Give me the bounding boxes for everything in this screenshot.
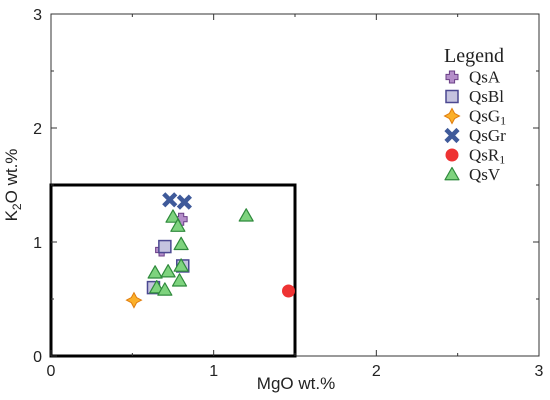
y-tick-labels: 0 1 2 3 [33, 7, 42, 366]
data-point [165, 209, 181, 223]
data-point [158, 239, 172, 254]
x-tick-label: 2 [372, 363, 381, 380]
series-QsG1 [125, 291, 143, 309]
data-point [162, 192, 178, 208]
data-points [125, 192, 295, 309]
x-tick-label: 3 [535, 363, 544, 380]
y-tick-label: 3 [33, 7, 42, 24]
data-point [147, 265, 163, 279]
x-tick-label: 0 [47, 363, 56, 380]
x-tick-label: 1 [209, 363, 218, 380]
axis-ticks [50, 13, 540, 357]
data-point [176, 194, 192, 210]
data-point [281, 284, 295, 298]
legend-label: QsA [469, 68, 501, 87]
legend-item-QsR1: QsR1 [445, 146, 505, 167]
legend-item-QsG1: QsG1 [443, 107, 506, 128]
y-axis-label: K2O wt.% [2, 149, 24, 222]
data-point [157, 282, 173, 296]
x-tick-labels: 0 1 2 3 [47, 363, 544, 380]
legend-marker [444, 166, 460, 181]
legend-item-QsV: QsV [444, 165, 501, 184]
y-axis-label-subscript: 2 [10, 203, 24, 210]
legend-item-QsBl: QsBl [445, 87, 504, 106]
legend-marker [444, 127, 460, 144]
data-point [171, 273, 188, 287]
data-point [238, 208, 254, 222]
legend-label: QsV [469, 165, 501, 184]
data-point [173, 258, 189, 272]
plot-area: 0 1 2 3 0 1 2 3 [33, 7, 543, 380]
x-axis-label: MgO wt.% [257, 374, 335, 393]
legend-marker [445, 89, 459, 104]
legend-marker [443, 107, 461, 125]
series-QsGr [162, 192, 192, 210]
legend-marker [445, 70, 459, 84]
y-axis-label-main: K [2, 209, 21, 221]
data-point [173, 236, 189, 251]
legend-item-QsA: QsA [445, 68, 501, 87]
y-tick-label: 0 [33, 349, 42, 366]
y-axis-label-rest: O wt.% [2, 149, 21, 204]
legend-title: Legend [444, 45, 504, 67]
data-point [125, 291, 143, 309]
legend-label: QsR1 [469, 146, 505, 167]
data-point [160, 264, 176, 278]
y-tick-label: 1 [33, 235, 42, 252]
series-QsV [147, 208, 254, 296]
legend-label: QsG1 [469, 107, 506, 128]
y-tick-label: 2 [33, 121, 42, 138]
legend-label: QsBl [469, 87, 504, 106]
legend-marker [445, 148, 459, 162]
series-QsR1 [281, 284, 295, 298]
legend-item-QsGr: QsGr [444, 126, 506, 145]
data-point [170, 218, 186, 232]
svg-text:K2O wt.%: K2O wt.% [2, 149, 24, 222]
highlight-box [49, 183, 297, 358]
legend-label: QsGr [469, 126, 506, 145]
